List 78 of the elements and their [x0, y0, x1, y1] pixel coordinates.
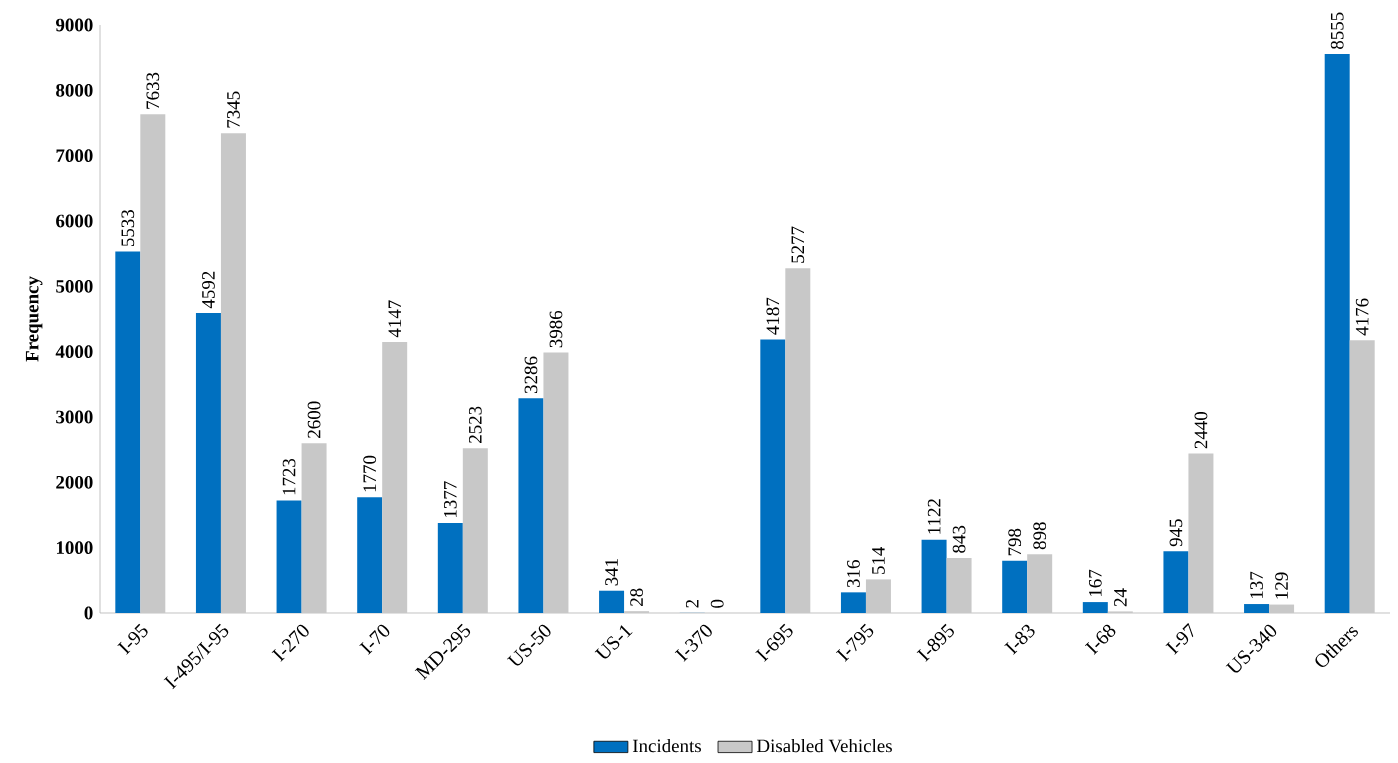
- data-label: 843: [952, 525, 966, 553]
- bar: [437, 523, 463, 614]
- y-tick-label: 0: [84, 606, 93, 620]
- bar: [1269, 604, 1295, 614]
- data-label: 2523: [468, 406, 482, 443]
- y-tick-label: 9000: [55, 18, 93, 32]
- data-label: 3986: [549, 310, 563, 348]
- data-label: 4147: [388, 300, 401, 338]
- data-label: 7345: [227, 91, 240, 128]
- data-label: 514: [872, 546, 885, 574]
- bar: [840, 592, 866, 614]
- data-label: 167: [1088, 569, 1102, 597]
- data-label: 5277: [791, 226, 805, 263]
- data-label: 8555: [1330, 12, 1344, 50]
- x-tick-label: I-97: [1165, 622, 1194, 655]
- data-label: 341: [605, 559, 618, 586]
- bar: [140, 114, 166, 614]
- bar: [785, 268, 811, 614]
- data-label: 0: [710, 599, 724, 608]
- data-label: 24: [1114, 588, 1127, 607]
- y-tick-label: 3000: [56, 410, 93, 424]
- y-tick-label: 7000: [56, 149, 93, 163]
- bar: [543, 352, 569, 614]
- y-tick-label: 2000: [56, 475, 93, 489]
- bar: [115, 251, 141, 614]
- data-label: 2: [685, 600, 699, 608]
- y-axis-title: Frequency: [25, 276, 43, 362]
- bar: [1002, 560, 1028, 614]
- data-label: 1122: [927, 499, 941, 534]
- bar: [1244, 604, 1270, 614]
- data-label: 1770: [363, 455, 377, 492]
- data-label: 137: [1250, 571, 1263, 599]
- bar: [760, 339, 786, 614]
- legend-label: Incidents: [632, 739, 701, 753]
- bar: [220, 133, 246, 614]
- bar: [518, 398, 544, 614]
- bar: [1163, 551, 1189, 614]
- bar: [921, 539, 947, 614]
- data-label: 129: [1275, 572, 1288, 599]
- data-label: 798: [1008, 528, 1022, 556]
- bar: [1082, 602, 1108, 614]
- data-label: 1377: [443, 481, 457, 518]
- data-label: 7633: [146, 72, 160, 109]
- bar: [301, 443, 327, 614]
- bar: [1027, 554, 1053, 614]
- bar: [599, 590, 625, 614]
- data-label: 3286: [524, 356, 538, 394]
- y-tick-label: 6000: [56, 214, 93, 228]
- y-tick-label: 4000: [55, 345, 93, 359]
- y-tick-label: 5000: [56, 279, 93, 293]
- x-tick-label: I-70: [359, 624, 390, 655]
- data-label: 4176: [1355, 298, 1369, 336]
- bar: [1349, 340, 1375, 614]
- y-tick-label: 8000: [56, 83, 93, 97]
- bar: [357, 497, 383, 614]
- data-label: 316: [847, 560, 860, 588]
- bar: [865, 579, 891, 614]
- x-tick-label: I-68: [1084, 624, 1116, 655]
- data-label: 1723: [282, 458, 296, 495]
- data-label: 945: [1169, 519, 1183, 547]
- bar: [462, 448, 488, 614]
- bar: [946, 557, 972, 614]
- data-label: 2600: [307, 401, 321, 438]
- bar: [195, 313, 221, 614]
- data-label: 4187: [766, 297, 780, 335]
- data-label: 5533: [121, 210, 135, 247]
- legend-label: Disabled Vehicles: [756, 739, 892, 753]
- data-label: 898: [1033, 522, 1047, 550]
- bar: [1324, 54, 1350, 614]
- data-label: 28: [630, 588, 643, 606]
- data-label: 4592: [202, 271, 215, 309]
- bar: [276, 500, 302, 614]
- bar: [382, 342, 408, 614]
- x-tick-label: I-83: [1004, 624, 1035, 655]
- bar: [1188, 453, 1214, 614]
- x-tick-label: I-95: [117, 623, 148, 655]
- data-label: 2440: [1194, 412, 1208, 449]
- y-tick-label: 1000: [56, 541, 93, 555]
